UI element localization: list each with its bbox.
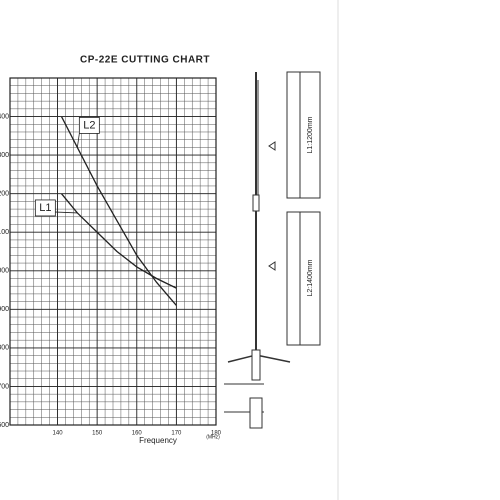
- y-tick-label: 1300: [0, 152, 9, 159]
- y-tick-label: 1000: [0, 268, 9, 275]
- x-tick-label: 170: [171, 431, 182, 437]
- x-axis-label: Frequency: [139, 436, 177, 445]
- x-unit: (MHz): [206, 434, 220, 440]
- x-tick-label: 140: [53, 431, 64, 437]
- chart-title: CP-22E CUTTING CHART: [80, 55, 210, 66]
- legend-box: [78, 117, 100, 134]
- x-tick-label: 160: [132, 431, 143, 437]
- line-series: [60, 193, 177, 289]
- line-series: [60, 116, 177, 306]
- x-tick-label: 180: [211, 431, 222, 437]
- antenna-diagram: [224, 71, 321, 429]
- x-tick-label: 150: [92, 431, 103, 437]
- y-tick-label: 1200: [0, 191, 9, 198]
- label-leader: [76, 133, 80, 148]
- y-tick-label: 1100: [0, 229, 9, 236]
- diagram-label: L2:1400mm: [307, 259, 314, 296]
- y-tick-label: 1400: [0, 113, 9, 120]
- y-tick-label: 900: [0, 306, 9, 313]
- legend-box: [34, 199, 56, 217]
- diagram-label: L1:1200mm: [307, 116, 314, 153]
- label-leader: [53, 211, 78, 214]
- plot: [9, 77, 217, 426]
- y-tick-label: 700: [0, 383, 9, 390]
- legend-label: L2: [83, 119, 95, 131]
- y-tick-label: 600: [0, 422, 9, 429]
- y-tick-label: 800: [0, 345, 9, 352]
- legend-label: L1: [39, 202, 51, 214]
